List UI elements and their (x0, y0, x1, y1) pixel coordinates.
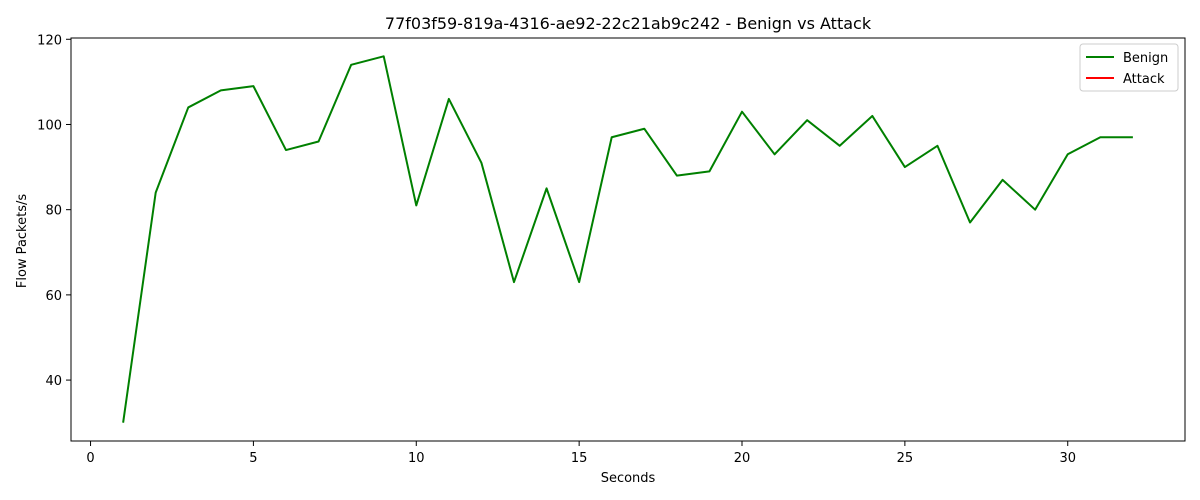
y-axis: 40 60 80 100 120 (37, 33, 71, 389)
data-point (611, 136, 613, 138)
data-point (774, 153, 776, 155)
data-point (448, 98, 450, 100)
data-point (1132, 136, 1134, 138)
data-point (383, 56, 385, 58)
data-point (187, 107, 189, 109)
y-tick-label: 100 (37, 118, 62, 133)
data-point (1034, 209, 1036, 211)
y-axis-label: Flow Packets/s (15, 194, 30, 288)
x-axis-label: Seconds (601, 471, 656, 486)
x-tick-label: 0 (86, 451, 94, 466)
data-point (122, 422, 124, 424)
legend-label-attack: Attack (1123, 72, 1165, 87)
y-tick-label: 120 (37, 33, 62, 48)
data-point (969, 222, 971, 224)
data-point (904, 166, 906, 168)
data-point (839, 145, 841, 147)
x-tick-label: 5 (249, 451, 257, 466)
data-point (285, 149, 287, 151)
data-point (871, 115, 873, 117)
plot-area (70, 37, 1186, 442)
data-point (709, 171, 711, 173)
data-point (415, 205, 417, 207)
x-axis: 0 5 10 15 20 25 30 (86, 441, 1076, 466)
data-point (481, 162, 483, 164)
x-tick-label: 15 (571, 451, 588, 466)
data-point (513, 281, 515, 283)
data-point (318, 141, 320, 143)
x-tick-label: 20 (734, 451, 751, 466)
data-point (1100, 136, 1102, 138)
data-point (155, 192, 157, 194)
series-line-benign (122, 55, 1133, 423)
data-point (806, 119, 808, 121)
legend-box (1079, 43, 1179, 92)
data-point (350, 64, 352, 66)
x-tick-label: 10 (408, 451, 425, 466)
plot-frame (70, 37, 1186, 442)
y-tick-label: 80 (45, 204, 62, 219)
chart-title: 77f03f59-819a-4316-ae92-22c21ab9c242 - B… (385, 14, 872, 33)
data-point (937, 145, 939, 147)
x-tick-label: 30 (1059, 451, 1076, 466)
data-point (676, 175, 678, 177)
legend-label-benign: Benign (1123, 51, 1168, 66)
y-tick-label: 60 (45, 289, 62, 304)
data-point (643, 128, 645, 130)
data-point (741, 111, 743, 113)
legend: Benign Attack (1079, 43, 1179, 92)
data-point (546, 188, 548, 190)
data-point (1067, 153, 1069, 155)
data-point (253, 85, 255, 87)
x-tick-label: 25 (897, 451, 914, 466)
y-tick-label: 40 (45, 374, 62, 389)
data-point (1002, 179, 1004, 181)
data-point (220, 90, 222, 92)
data-point (578, 281, 580, 283)
